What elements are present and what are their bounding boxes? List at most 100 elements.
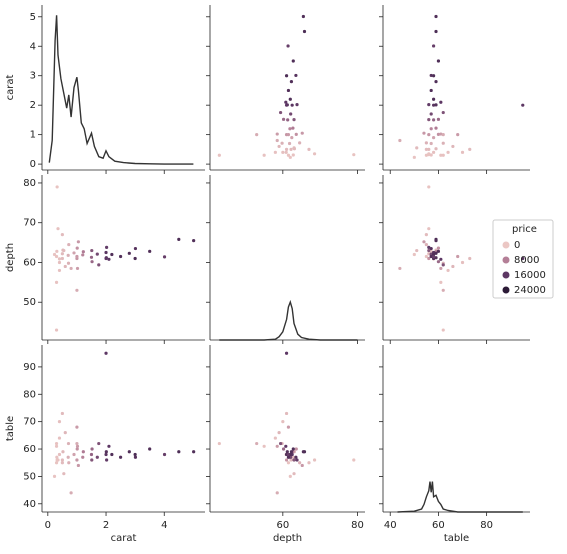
point (262, 444, 266, 448)
legend-marker (502, 286, 510, 294)
point (295, 102, 299, 107)
point (441, 110, 445, 115)
point (55, 455, 59, 459)
point (217, 441, 221, 446)
point (273, 150, 277, 154)
point (54, 328, 59, 332)
point (289, 147, 293, 151)
point (307, 147, 311, 151)
point (281, 150, 285, 154)
kde-line (48, 15, 194, 165)
point (69, 266, 73, 271)
legend-marker (502, 241, 510, 249)
point (110, 252, 114, 257)
point (439, 257, 443, 261)
point (177, 450, 181, 454)
point (427, 248, 431, 253)
point (422, 240, 426, 244)
point (104, 452, 108, 457)
point (127, 450, 131, 454)
point (432, 255, 436, 259)
point (57, 436, 62, 440)
point (52, 252, 57, 257)
point (63, 264, 67, 269)
point (281, 447, 286, 451)
point (255, 133, 259, 137)
point (429, 112, 433, 116)
legend-label: 16000 (514, 270, 546, 281)
point (275, 138, 279, 143)
point (289, 80, 294, 84)
point (72, 452, 76, 457)
y-tick-label: 80 (23, 389, 36, 400)
point (275, 444, 279, 448)
point (301, 450, 305, 454)
legend-title: price (512, 224, 537, 235)
point (255, 441, 259, 446)
point (162, 255, 167, 259)
point (415, 146, 419, 150)
point (441, 133, 445, 137)
point (63, 431, 67, 435)
point (284, 74, 289, 78)
point (107, 444, 111, 448)
point (57, 420, 62, 424)
point (277, 144, 281, 149)
point (427, 252, 431, 256)
point (291, 153, 295, 157)
point (90, 447, 94, 451)
point (97, 263, 101, 267)
point (54, 461, 59, 465)
point (62, 248, 66, 253)
point (436, 117, 441, 121)
point (291, 447, 295, 451)
point (422, 131, 426, 135)
point (66, 455, 70, 459)
point (76, 463, 80, 468)
point (424, 147, 428, 151)
point (432, 97, 436, 101)
point (289, 455, 293, 459)
point (286, 452, 290, 457)
point (284, 444, 288, 448)
point (75, 254, 79, 259)
point (460, 150, 465, 154)
point (133, 256, 137, 261)
point (55, 249, 59, 253)
point (192, 239, 196, 243)
point (521, 256, 525, 261)
y-tick-label: 80 (23, 178, 36, 189)
point (75, 288, 79, 292)
point (57, 452, 62, 457)
point (95, 252, 99, 256)
point (291, 59, 295, 63)
point (60, 461, 64, 465)
point (280, 141, 284, 145)
point (436, 246, 441, 250)
point (286, 133, 291, 137)
point (429, 88, 433, 93)
point (277, 431, 281, 435)
point (104, 351, 108, 355)
point (60, 233, 64, 237)
point (275, 491, 279, 495)
point (291, 126, 295, 130)
point (273, 436, 277, 440)
legend-label: 8000 (514, 255, 539, 266)
point (424, 141, 428, 145)
point (54, 254, 59, 259)
point (429, 249, 433, 253)
x-axis-label: table (444, 533, 469, 544)
point (427, 147, 431, 151)
point (148, 249, 152, 253)
point (60, 411, 64, 416)
point (436, 132, 441, 136)
y-axis-label: table (5, 416, 16, 441)
x-tick-label: 2 (103, 520, 109, 531)
point (294, 455, 298, 459)
y-tick-label: 60 (23, 257, 36, 268)
point (446, 268, 450, 273)
point (54, 444, 59, 448)
point (434, 126, 438, 130)
point (312, 458, 317, 462)
